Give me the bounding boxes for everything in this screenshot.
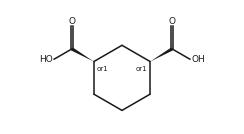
- Text: HO: HO: [39, 55, 53, 64]
- Text: or1: or1: [97, 66, 108, 72]
- Text: O: O: [68, 16, 75, 26]
- Polygon shape: [71, 47, 94, 62]
- Text: or1: or1: [136, 66, 147, 72]
- Text: O: O: [169, 16, 176, 26]
- Polygon shape: [150, 47, 173, 62]
- Text: OH: OH: [191, 55, 205, 64]
